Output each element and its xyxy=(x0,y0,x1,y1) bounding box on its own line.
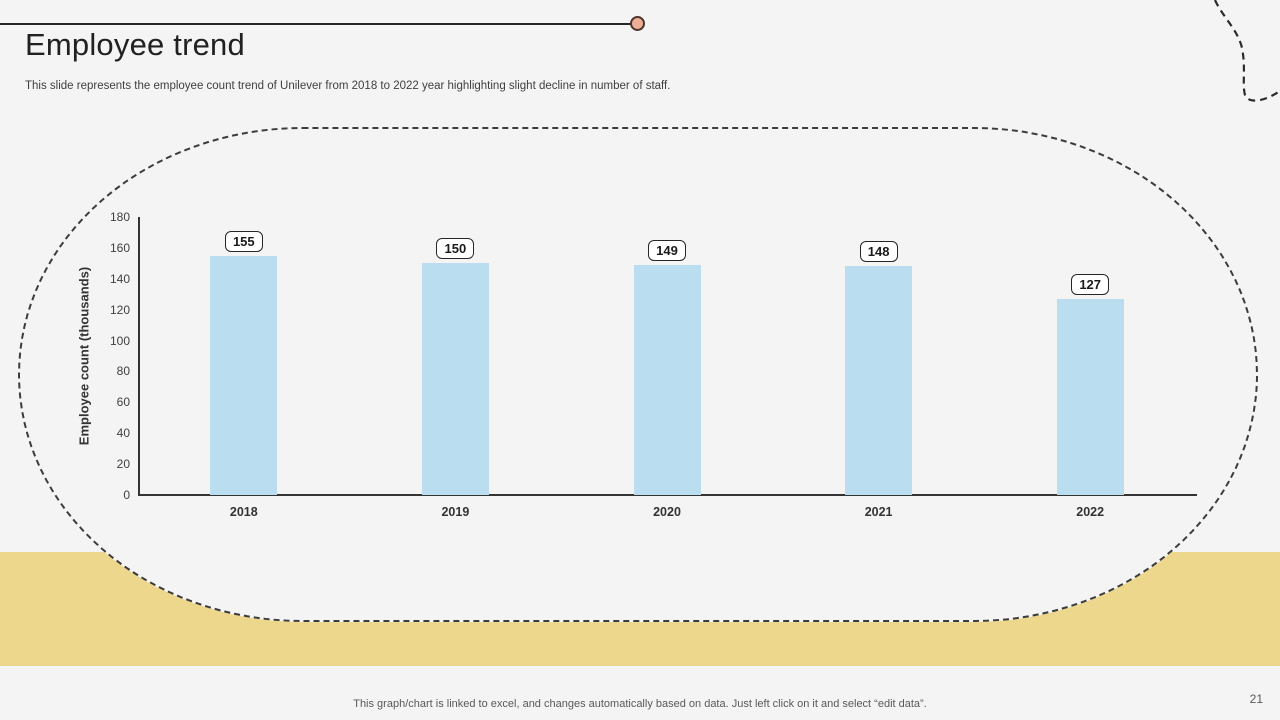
chart-bar[interactable] xyxy=(633,264,701,495)
chart-bar[interactable] xyxy=(210,255,278,495)
y-tick-label: 60 xyxy=(116,395,130,410)
y-tick-label: 120 xyxy=(109,302,130,317)
x-axis-category-label: 2019 xyxy=(441,505,470,519)
bar-value-label: 150 xyxy=(436,238,475,260)
chart-bar[interactable] xyxy=(1056,298,1124,495)
x-axis-category-label: 2020 xyxy=(653,505,681,519)
x-axis-category-label: 2022 xyxy=(1076,505,1105,519)
bar-value-label: 127 xyxy=(1071,273,1110,295)
bar-value-label: 148 xyxy=(859,241,898,263)
y-axis-line xyxy=(138,217,140,495)
y-tick-label: 140 xyxy=(109,271,130,286)
y-axis-title: Employee count (thousands) xyxy=(76,266,92,446)
x-axis-line xyxy=(138,494,1197,496)
y-tick-label: 180 xyxy=(109,210,130,224)
x-axis-category-label: 2018 xyxy=(229,505,258,519)
chart-bar[interactable] xyxy=(845,266,913,495)
y-tick-label: 20 xyxy=(116,457,130,472)
y-tick-label: 160 xyxy=(109,240,130,255)
x-axis-category-label: 2021 xyxy=(864,505,893,519)
header-accent-line xyxy=(0,23,631,25)
y-tick-label: 100 xyxy=(109,333,130,348)
page-subtitle: This slide represents the employee count… xyxy=(25,80,671,92)
bar-value-label: 155 xyxy=(224,230,263,252)
chart-bar[interactable] xyxy=(421,263,489,495)
accent-line-end-dot xyxy=(630,16,645,31)
y-tick-label: 80 xyxy=(116,364,130,379)
page-number: 21 xyxy=(1249,692,1263,706)
footer-note: This graph/chart is linked to excel, and… xyxy=(353,698,927,710)
y-tick-label: 0 xyxy=(123,488,130,502)
bar-value-label: 149 xyxy=(648,239,686,261)
corner-squiggle-icon xyxy=(1213,0,1280,102)
y-tick-label: 40 xyxy=(116,426,130,441)
page-title: Employee trend xyxy=(25,27,245,62)
